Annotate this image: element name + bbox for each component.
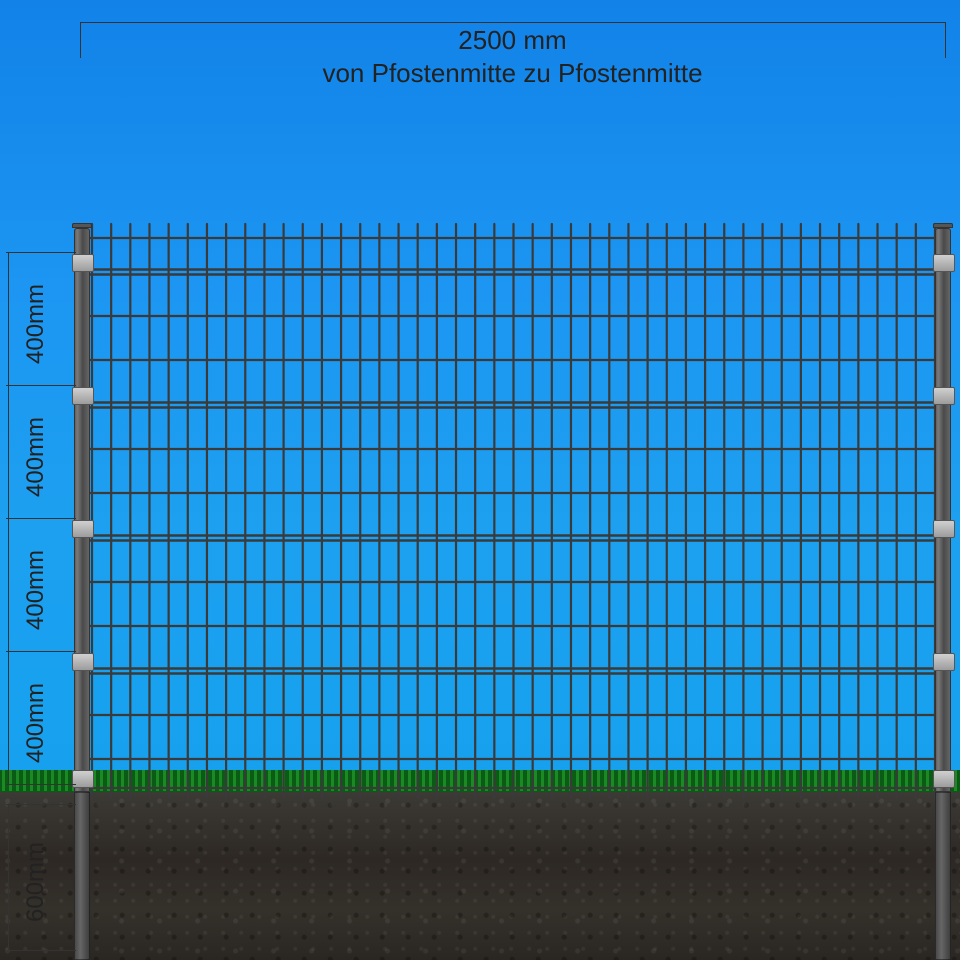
fence-post-left: [74, 228, 90, 792]
diagram-stage: 2500 mm von Pfostenmitte zu Pfostenmitte…: [0, 0, 960, 960]
post-clip: [933, 254, 955, 272]
dimension-label: 600mm: [22, 842, 50, 922]
top-dimension-value: 2500 mm: [458, 25, 566, 55]
fence-post-right: [935, 228, 951, 792]
top-dimension-tick-right: [945, 22, 946, 58]
post-clip: [933, 653, 955, 671]
dimension-label: 400mm: [22, 416, 50, 496]
top-dimension-subtitle: von Pfostenmitte zu Pfostenmitte: [322, 58, 702, 88]
dimension-guide: [8, 518, 9, 651]
dimension-guide: [8, 252, 9, 385]
post-clip: [933, 387, 955, 405]
dimension-label: 400mm: [22, 549, 50, 629]
top-dimension-tick-left: [80, 22, 81, 58]
dimension-tick: [6, 784, 76, 785]
dimension-tick: [6, 518, 76, 519]
post-clip: [72, 520, 94, 538]
dimension-tick: [6, 651, 76, 652]
post-clip: [72, 653, 94, 671]
post-clip: [933, 770, 955, 788]
top-dimension-line: [80, 22, 945, 23]
dimension-label: 400mm: [22, 682, 50, 762]
soil-section: [0, 792, 960, 960]
dimension-tick: [6, 385, 76, 386]
dimension-tick: [6, 950, 76, 951]
dimension-label: 400mm: [22, 283, 50, 363]
top-dimension-label: 2500 mm von Pfostenmitte zu Pfostenmitte: [293, 24, 733, 89]
post-clip: [72, 254, 94, 272]
grass-strip: [0, 770, 960, 792]
post-clip: [72, 770, 94, 788]
post-clip: [72, 387, 94, 405]
dimension-guide: [8, 651, 9, 784]
dimension-guide: [8, 385, 9, 518]
dimension-tick: [6, 252, 76, 253]
dimension-tick: [6, 804, 76, 805]
post-cap-icon: [72, 223, 92, 228]
dimension-guide: [8, 804, 9, 950]
fence-post-right-buried: [935, 792, 951, 960]
post-clip: [933, 520, 955, 538]
post-cap-icon: [933, 223, 953, 228]
fence-post-left-buried: [74, 792, 90, 960]
